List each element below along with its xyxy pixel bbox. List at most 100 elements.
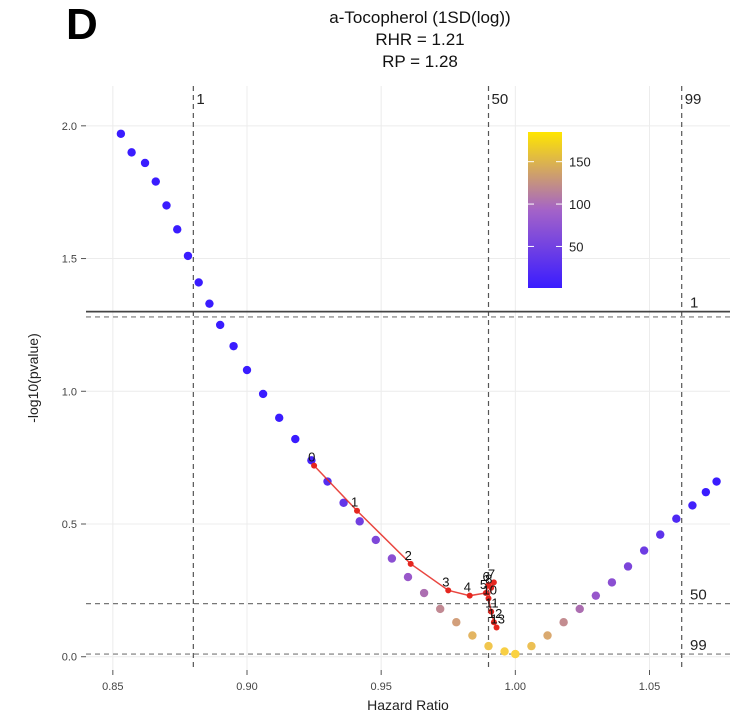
y-tick-label: 1.5 <box>62 254 77 266</box>
path-point <box>407 560 414 567</box>
path-point <box>490 579 497 586</box>
data-point <box>484 641 493 651</box>
data-point <box>173 225 182 234</box>
data-point <box>452 618 461 627</box>
data-point <box>672 514 681 523</box>
data-point <box>403 572 413 582</box>
y-tick-label: 0.5 <box>62 519 77 531</box>
data-points <box>116 129 721 659</box>
chart-subtitle-rp: RP = 1.28 <box>382 52 458 71</box>
data-point <box>183 251 193 261</box>
data-point <box>242 365 252 375</box>
data-point <box>575 604 584 614</box>
data-point <box>127 148 136 157</box>
path-point-label: 1 <box>351 495 358 510</box>
data-point <box>656 530 665 539</box>
data-point <box>194 278 203 287</box>
data-point <box>559 618 568 627</box>
path-point <box>445 587 452 594</box>
data-point <box>701 487 711 497</box>
data-point <box>591 591 601 600</box>
axes: 0.85 0.90 0.95 1.00 1.05 0.0 0.5 1.0 1.5 2.0 <box>62 121 661 693</box>
path-point <box>466 592 473 599</box>
horizontal-reference-label: 1 <box>690 295 698 312</box>
chart-title: a-Tocopherol (1SD(log)) <box>329 8 511 27</box>
data-point <box>275 413 284 423</box>
data-point <box>291 434 300 444</box>
path-point <box>490 619 497 626</box>
data-point <box>116 129 126 138</box>
data-point <box>387 554 397 563</box>
path-point-label: 8 <box>485 572 492 587</box>
x-tick-label: 0.95 <box>370 681 391 693</box>
data-point <box>527 641 536 651</box>
y-tick-label: 2.0 <box>62 121 77 133</box>
colorbar-legend: 150 100 50 <box>528 132 591 288</box>
path-point-label: 2 <box>405 548 412 563</box>
x-tick-label: 1.00 <box>505 681 526 693</box>
data-point <box>511 649 520 659</box>
y-tick-label: 0.0 <box>62 652 77 664</box>
data-point <box>307 456 316 465</box>
path-point-label: 13 <box>491 612 505 627</box>
colorbar-gradient <box>528 132 562 288</box>
path-point-label: 6 <box>483 569 490 584</box>
x-axis-label: Hazard Ratio <box>367 697 449 713</box>
data-point <box>639 546 649 555</box>
data-point <box>215 320 225 330</box>
horizontal-reference-label: 99 <box>690 637 707 654</box>
data-point <box>355 517 364 526</box>
data-point <box>543 631 552 640</box>
y-tick-label: 1.0 <box>62 386 77 398</box>
data-point <box>623 562 633 571</box>
data-point <box>419 588 429 598</box>
colorbar-tick-label: 50 <box>569 239 583 254</box>
data-point <box>229 341 238 351</box>
data-point <box>436 604 445 614</box>
path-point <box>493 624 500 631</box>
data-point <box>205 299 214 308</box>
x-tick-label: 0.85 <box>102 681 123 693</box>
panel-letter: D <box>66 0 98 49</box>
data-point <box>140 158 150 168</box>
path-point-label: 11 <box>485 596 499 611</box>
path-point-label: 4 <box>464 580 471 595</box>
path-point-label: 0 <box>308 450 315 465</box>
horizontal-reference-label: 50 <box>690 587 707 604</box>
path-point <box>482 590 489 597</box>
colorbar-tick-label: 100 <box>569 197 591 212</box>
plot-panel <box>86 86 730 670</box>
path-point <box>354 507 361 514</box>
data-point <box>162 201 171 210</box>
vertical-reference-label: 50 <box>492 91 509 108</box>
data-point <box>151 177 160 186</box>
x-tick-label: 1.05 <box>639 681 660 693</box>
grid-lines <box>86 86 730 670</box>
vertical-reference-label: 99 <box>685 91 702 108</box>
vertical-reference-label: 1 <box>196 91 204 108</box>
path-point <box>485 595 492 602</box>
data-point <box>339 498 348 507</box>
data-point <box>712 477 721 486</box>
colorbar-tick-label: 150 <box>569 155 591 170</box>
data-point <box>500 647 509 656</box>
x-tick-label: 0.90 <box>236 681 257 693</box>
path-point-label: 12 <box>488 606 502 621</box>
path-point-label: 3 <box>442 574 449 589</box>
data-point <box>258 389 268 399</box>
path-point <box>488 608 495 615</box>
y-axis-label: -log10(pvalue) <box>25 333 41 423</box>
path-point-label: 10 <box>483 582 497 597</box>
path-point-label: 7 <box>488 566 495 581</box>
data-point <box>468 631 477 640</box>
path-point-label: 5 <box>480 577 487 592</box>
data-point <box>371 535 380 545</box>
path-point <box>488 584 495 591</box>
path-point <box>311 462 318 469</box>
data-point <box>607 578 617 587</box>
chart-subtitle-rhr: RHR = 1.21 <box>375 30 465 49</box>
data-point <box>323 477 332 486</box>
